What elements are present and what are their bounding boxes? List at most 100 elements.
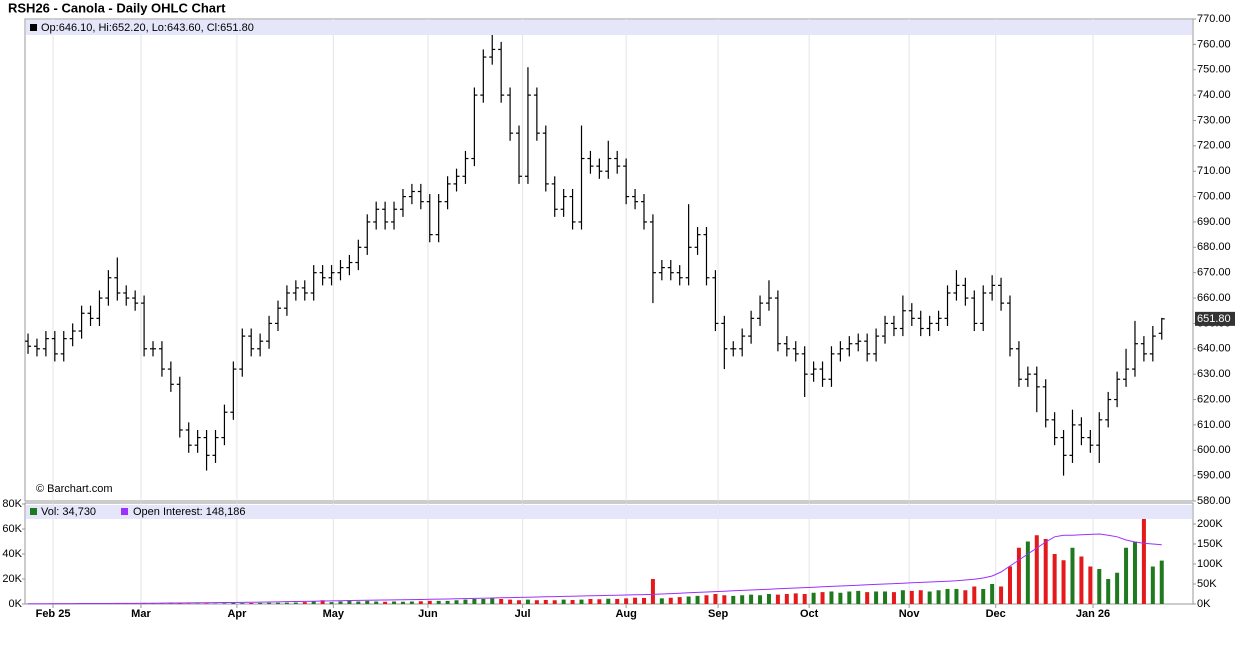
volume-bar xyxy=(472,599,477,604)
volume-bar xyxy=(927,591,932,604)
y-tick-label: 730.00 xyxy=(1197,114,1231,126)
volume-bar xyxy=(784,594,789,604)
volume-bar xyxy=(570,600,575,604)
x-tick-label: Dec xyxy=(986,608,1006,620)
volume-bar xyxy=(1061,560,1066,604)
volume-bar xyxy=(177,603,182,604)
volume-bar xyxy=(463,599,468,604)
volume-bar xyxy=(1124,547,1129,604)
volume-bar xyxy=(704,595,709,604)
volume-bar xyxy=(311,601,316,604)
volume-bar xyxy=(275,602,280,604)
y-tick-label: 720.00 xyxy=(1197,140,1231,152)
y-tick-label: 0K xyxy=(9,598,23,610)
volume-bar xyxy=(999,586,1004,604)
volume-bar xyxy=(347,600,352,604)
y-tick-label: 700.00 xyxy=(1197,190,1231,202)
volume-bar xyxy=(400,601,405,604)
volume-bar xyxy=(365,600,370,604)
volume-bar xyxy=(990,584,995,604)
volume-bar xyxy=(1132,541,1137,604)
volume-bar xyxy=(766,594,771,604)
volume-bar xyxy=(302,602,307,604)
volume-bar xyxy=(258,602,263,604)
volume-bar xyxy=(847,591,852,604)
y-tick-label: 670.00 xyxy=(1197,267,1231,279)
volume-bar xyxy=(918,590,923,604)
volume-bar xyxy=(329,602,334,604)
y-tick-label: 610.00 xyxy=(1197,419,1231,431)
volume-bar xyxy=(267,602,272,604)
y2-tick-label: 50K xyxy=(1197,578,1217,590)
volume-bar xyxy=(320,600,325,604)
volume-bar xyxy=(1052,554,1057,604)
x-tick-label: Jan 26 xyxy=(1076,608,1110,620)
legend-swatch xyxy=(30,508,37,515)
volume-bar xyxy=(427,600,432,604)
volume-bar xyxy=(392,601,397,604)
volume-bar xyxy=(731,595,736,604)
volume-bar xyxy=(811,592,816,604)
x-tick-label: Jul xyxy=(515,608,531,620)
volume-bar xyxy=(972,586,977,604)
volume-bar xyxy=(588,599,593,604)
volume-bar xyxy=(517,600,522,604)
volume-bar xyxy=(865,592,870,604)
volume-bar xyxy=(1025,541,1030,604)
last-price-label: 651.80 xyxy=(1197,313,1231,325)
open-interest-line xyxy=(28,533,1162,605)
volume-bar xyxy=(793,593,798,604)
volume-bar xyxy=(758,595,763,604)
volume-bar xyxy=(1150,566,1155,604)
volume-bar xyxy=(1106,579,1111,604)
legend-text: Op:646.10, Hi:652.20, Lo:643.60, Cl:651.… xyxy=(41,22,254,34)
volume-bar xyxy=(838,592,843,604)
volume-bar xyxy=(936,590,941,604)
y-tick-label: 20K xyxy=(2,573,22,585)
volume-bar xyxy=(293,602,298,604)
legend-text: Open Interest: 148,186 xyxy=(133,506,246,518)
volume-bar xyxy=(722,595,727,604)
volume-bar xyxy=(338,601,343,604)
y-tick-label: 640.00 xyxy=(1197,343,1231,355)
volume-bar xyxy=(213,603,218,604)
volume-bar xyxy=(606,598,611,604)
x-tick-label: Aug xyxy=(615,608,636,620)
y-tick-label: 690.00 xyxy=(1197,216,1231,228)
volume-bar xyxy=(445,600,450,604)
volume-bar xyxy=(695,595,700,604)
x-tick-label: Apr xyxy=(227,608,247,620)
legend-bar xyxy=(26,20,1192,35)
volume-bar xyxy=(963,590,968,604)
x-tick-label: Mar xyxy=(131,608,151,620)
y-tick-label: 710.00 xyxy=(1197,165,1231,177)
x-tick-label: Feb 25 xyxy=(36,608,71,620)
volume-bar xyxy=(383,601,388,604)
x-tick-label: Sep xyxy=(708,608,728,620)
volume-bar xyxy=(508,599,513,604)
volume-bar xyxy=(1097,569,1102,604)
y-tick-label: 660.00 xyxy=(1197,292,1231,304)
volume-bar xyxy=(499,599,504,604)
y-tick-label: 760.00 xyxy=(1197,38,1231,50)
volume-bar xyxy=(284,602,289,604)
volume-bar xyxy=(883,591,888,604)
volume-bar xyxy=(856,590,861,604)
volume-bar xyxy=(633,597,638,604)
volume-bar xyxy=(249,603,254,604)
volume-bar xyxy=(641,598,646,604)
y2-tick-label: 200K xyxy=(1197,518,1223,530)
volume-bar xyxy=(775,594,780,604)
volume-bar xyxy=(740,595,745,604)
volume-bar xyxy=(891,592,896,604)
volume-bar xyxy=(525,599,530,604)
volume-bar xyxy=(1034,535,1039,604)
volume-bar xyxy=(534,600,539,604)
legend-bar xyxy=(26,505,1192,519)
volume-bar xyxy=(624,598,629,604)
x-tick-label: Jun xyxy=(418,608,438,620)
volume-bar xyxy=(409,601,414,604)
x-tick-label: Nov xyxy=(899,608,921,620)
volume-bar xyxy=(1016,547,1021,604)
